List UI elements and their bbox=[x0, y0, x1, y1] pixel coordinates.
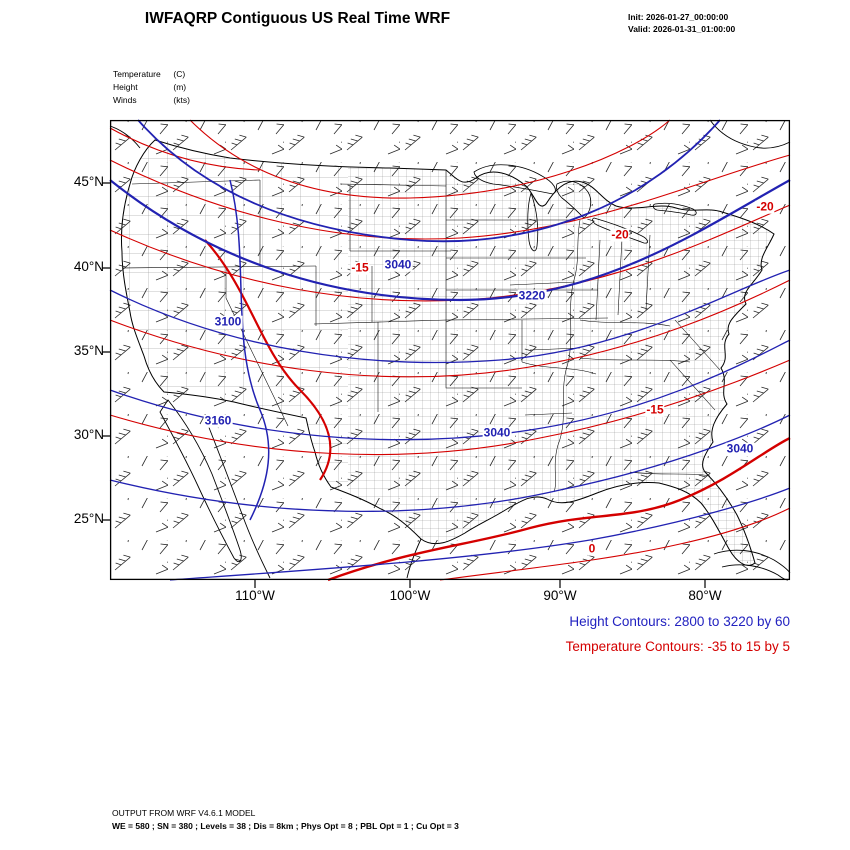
field-legend: Temperature (C) Height (m) Winds (kts) bbox=[113, 68, 190, 107]
valid-time-label: Valid: 2026-01-31_01:00:00 bbox=[628, 24, 736, 34]
contour-legend: Height Contours: 2800 to 3220 by 60 Temp… bbox=[110, 609, 790, 659]
lat-tick-35n: 35°N bbox=[73, 343, 104, 358]
height-contour-label: 3220 bbox=[517, 288, 547, 303]
field-winds: Winds (kts) bbox=[113, 94, 190, 107]
map-frame bbox=[102, 119, 791, 588]
lon-tick-80w: 80°W bbox=[688, 588, 722, 603]
field-height: Height (m) bbox=[113, 81, 190, 94]
field-winds-name: Winds bbox=[113, 95, 137, 105]
lat-tick-30n: 30°N bbox=[73, 427, 104, 442]
model-info-footer: OUTPUT FROM WRF V4.6.1 MODEL WE = 580 ; … bbox=[112, 807, 459, 832]
map-area: 3040 3220 3100 3160 3040 3040 -15 -20 -2… bbox=[102, 119, 791, 588]
temperature-contour-label: -15 bbox=[645, 402, 665, 417]
temperature-contour-label: -20 bbox=[610, 227, 630, 242]
wind-barb-field bbox=[110, 120, 790, 580]
model-version-line: OUTPUT FROM WRF V4.6.1 MODEL bbox=[112, 808, 256, 818]
page-title: IWFAQRP Contiguous US Real Time WRF bbox=[144, 10, 451, 27]
lat-tick-45n: 45°N bbox=[73, 174, 104, 189]
height-contour-label: 3100 bbox=[213, 314, 243, 329]
height-contour-legend: Height Contours: 2800 to 3220 by 60 bbox=[569, 614, 790, 629]
lat-tick-40n: 40°N bbox=[73, 259, 104, 274]
temperature-contour-legend: Temperature Contours: -35 to 15 by 5 bbox=[565, 639, 790, 654]
height-contour-label: 3160 bbox=[203, 413, 233, 428]
temperature-contour-label: -20 bbox=[755, 199, 775, 214]
lon-tick-100w: 100°W bbox=[389, 588, 431, 603]
field-temperature-name: Temperature bbox=[113, 69, 161, 79]
height-contour-label: 3040 bbox=[383, 257, 413, 272]
field-temperature-unit: (C) bbox=[173, 69, 186, 79]
field-height-name: Height bbox=[113, 82, 138, 92]
weather-map-svg bbox=[102, 119, 791, 588]
height-contour-label: 3040 bbox=[482, 425, 512, 440]
height-contour-label: 3040 bbox=[725, 441, 755, 456]
init-time-label: Init: 2026-01-27_00:00:00 bbox=[628, 12, 729, 22]
model-config-line: WE = 580 ; SN = 380 ; Levels = 38 ; Dis … bbox=[112, 820, 459, 831]
temperature-contour-label: 0 bbox=[587, 541, 597, 556]
init-valid-block: Init: 2026-01-27_00:00:00 Valid: 2026-01… bbox=[628, 11, 735, 35]
field-winds-unit: (kts) bbox=[173, 95, 190, 105]
lon-tick-110w: 110°W bbox=[235, 588, 275, 603]
field-temperature: Temperature (C) bbox=[113, 68, 190, 81]
field-height-unit: (m) bbox=[173, 82, 187, 92]
lat-tick-25n: 25°N bbox=[73, 511, 104, 526]
temperature-contour-label: -15 bbox=[350, 260, 370, 275]
lon-tick-90w: 90°W bbox=[543, 588, 577, 603]
